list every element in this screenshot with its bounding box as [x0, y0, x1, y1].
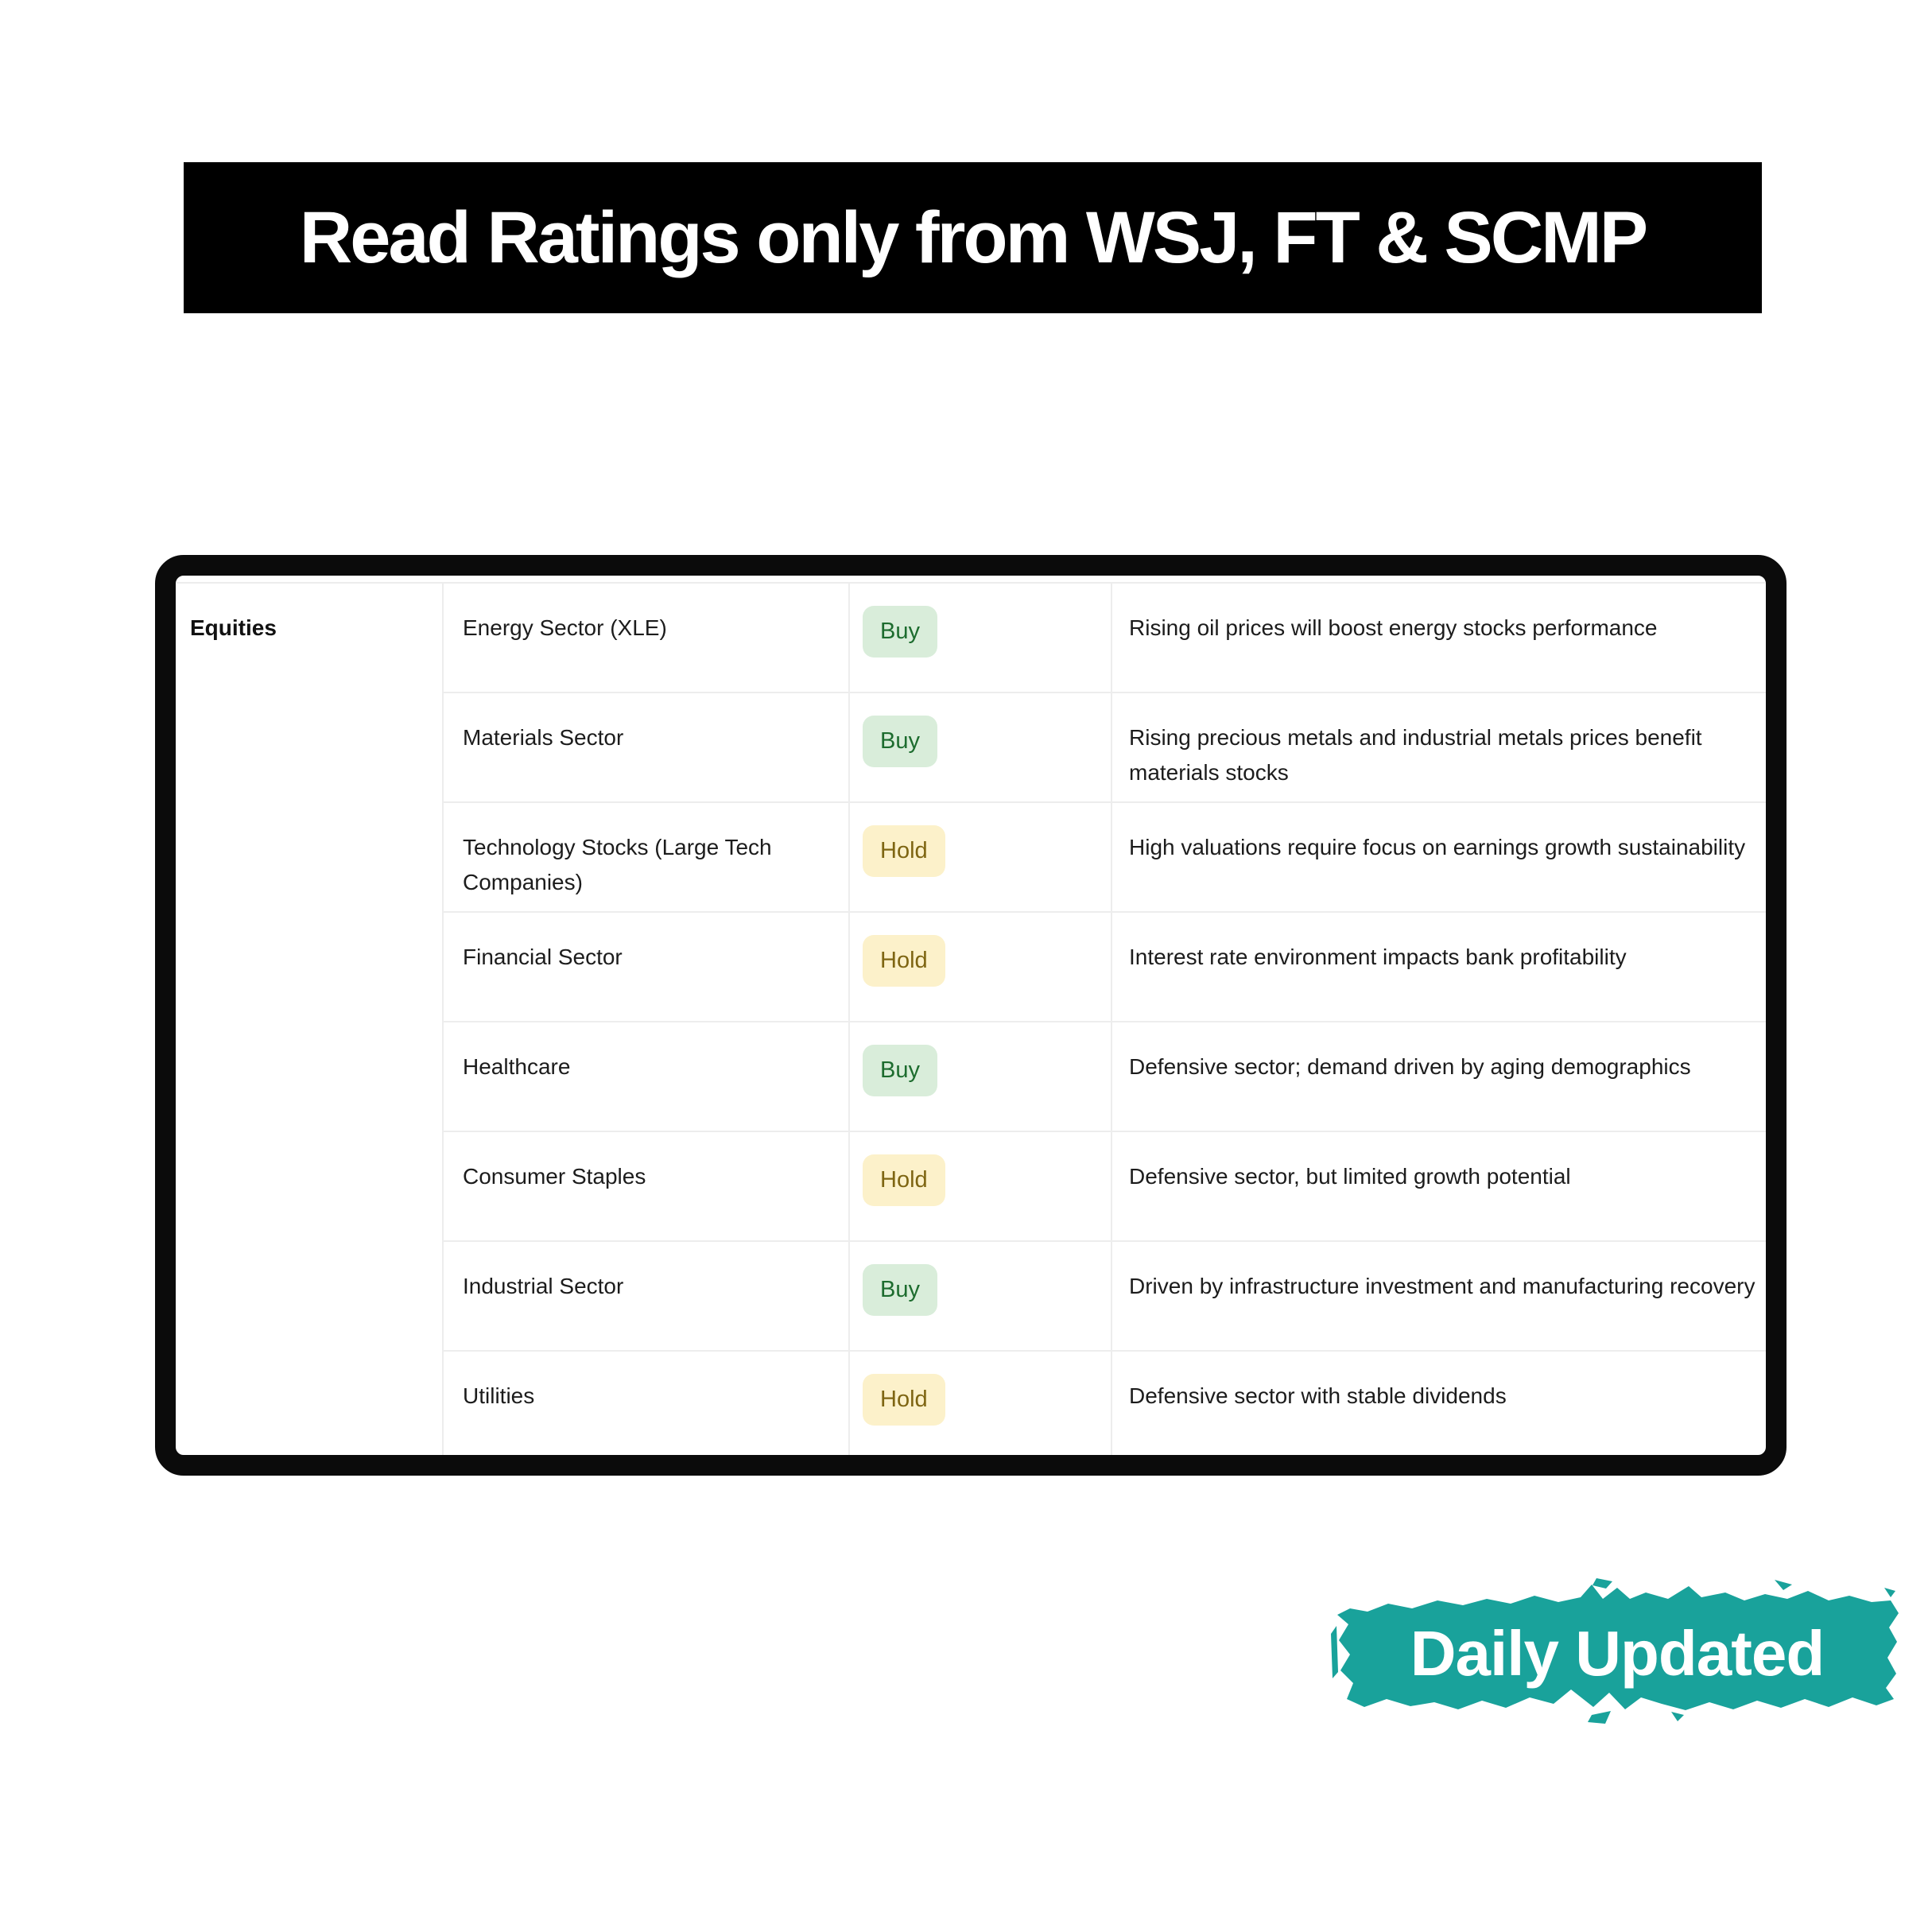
table-row: Healthcare Buy Defensive sector; demand … [176, 1021, 1766, 1131]
rating-cell: Buy [848, 1021, 1111, 1131]
rating-cell: Hold [848, 1131, 1111, 1241]
rating-badge: Buy [863, 1264, 937, 1316]
rating-badge: Hold [863, 935, 945, 987]
table-row: Consumer Staples Hold Defensive sector, … [176, 1131, 1766, 1241]
description-cell: Defensive sector, but limited growth pot… [1111, 1131, 1766, 1241]
rating-cell: Buy [848, 1240, 1111, 1351]
ratings-table-card: Equities Energy Sector (XLE) Buy Rising … [155, 555, 1787, 1476]
sector-cell: Utilities [443, 1350, 849, 1455]
rating-cell: Buy [848, 582, 1111, 692]
table-row: Materials Sector Buy Rising precious met… [176, 692, 1766, 802]
sector-cell: Industrial Sector [443, 1240, 849, 1351]
description-cell: Rising oil prices will boost energy stoc… [1111, 582, 1766, 692]
daily-updated-stamp: Daily Updated [1329, 1578, 1905, 1729]
description-cell: Driven by infrastructure investment and … [1111, 1240, 1766, 1351]
description-cell: Defensive sector; demand driven by aging… [1111, 1021, 1766, 1131]
sector-cell: Materials Sector [443, 692, 849, 802]
description-cell: Defensive sector with stable dividends [1111, 1350, 1766, 1455]
banner-title: Read Ratings only from WSJ, FT & SCMP [299, 196, 1648, 278]
table-row: Equities Energy Sector (XLE) Buy Rising … [176, 582, 1766, 1455]
table-row: Financial Sector Hold Interest rate envi… [176, 911, 1766, 1022]
rating-badge: Buy [863, 716, 937, 767]
sector-cell: Healthcare [443, 1021, 849, 1131]
rating-badge: Hold [863, 1154, 945, 1206]
brush-stroke-icon [1331, 1578, 1899, 1724]
rating-badge: Hold [863, 1374, 945, 1426]
category-cell: Equities [176, 582, 444, 1455]
description-cell: High valuations require focus on earning… [1111, 801, 1766, 912]
rating-badge: Buy [863, 606, 937, 658]
rating-badge: Buy [863, 1045, 937, 1096]
table-row: Technology Stocks (Large Tech Companies)… [176, 801, 1766, 912]
ratings-table: Equities Energy Sector (XLE) Buy Rising … [176, 582, 1766, 1455]
description-cell: Interest rate environment impacts bank p… [1111, 911, 1766, 1022]
rating-cell: Hold [848, 801, 1111, 912]
sector-cell: Energy Sector (XLE) [443, 582, 849, 692]
description-cell: Rising precious metals and industrial me… [1111, 692, 1766, 802]
rating-cell: Buy [848, 692, 1111, 802]
banner: Read Ratings only from WSJ, FT & SCMP [184, 162, 1762, 313]
table-row: Industrial Sector Buy Driven by infrastr… [176, 1240, 1766, 1351]
rating-cell: Hold [848, 911, 1111, 1022]
table-row: Utilities Hold Defensive sector with sta… [176, 1350, 1766, 1455]
rating-cell: Hold [848, 1350, 1111, 1455]
sector-cell: Financial Sector [443, 911, 849, 1022]
sector-cell: Technology Stocks (Large Tech Companies) [443, 801, 849, 912]
sector-cell: Consumer Staples [443, 1131, 849, 1241]
rating-badge: Hold [863, 825, 945, 877]
stamp-label: Daily Updated [1410, 1618, 1825, 1689]
